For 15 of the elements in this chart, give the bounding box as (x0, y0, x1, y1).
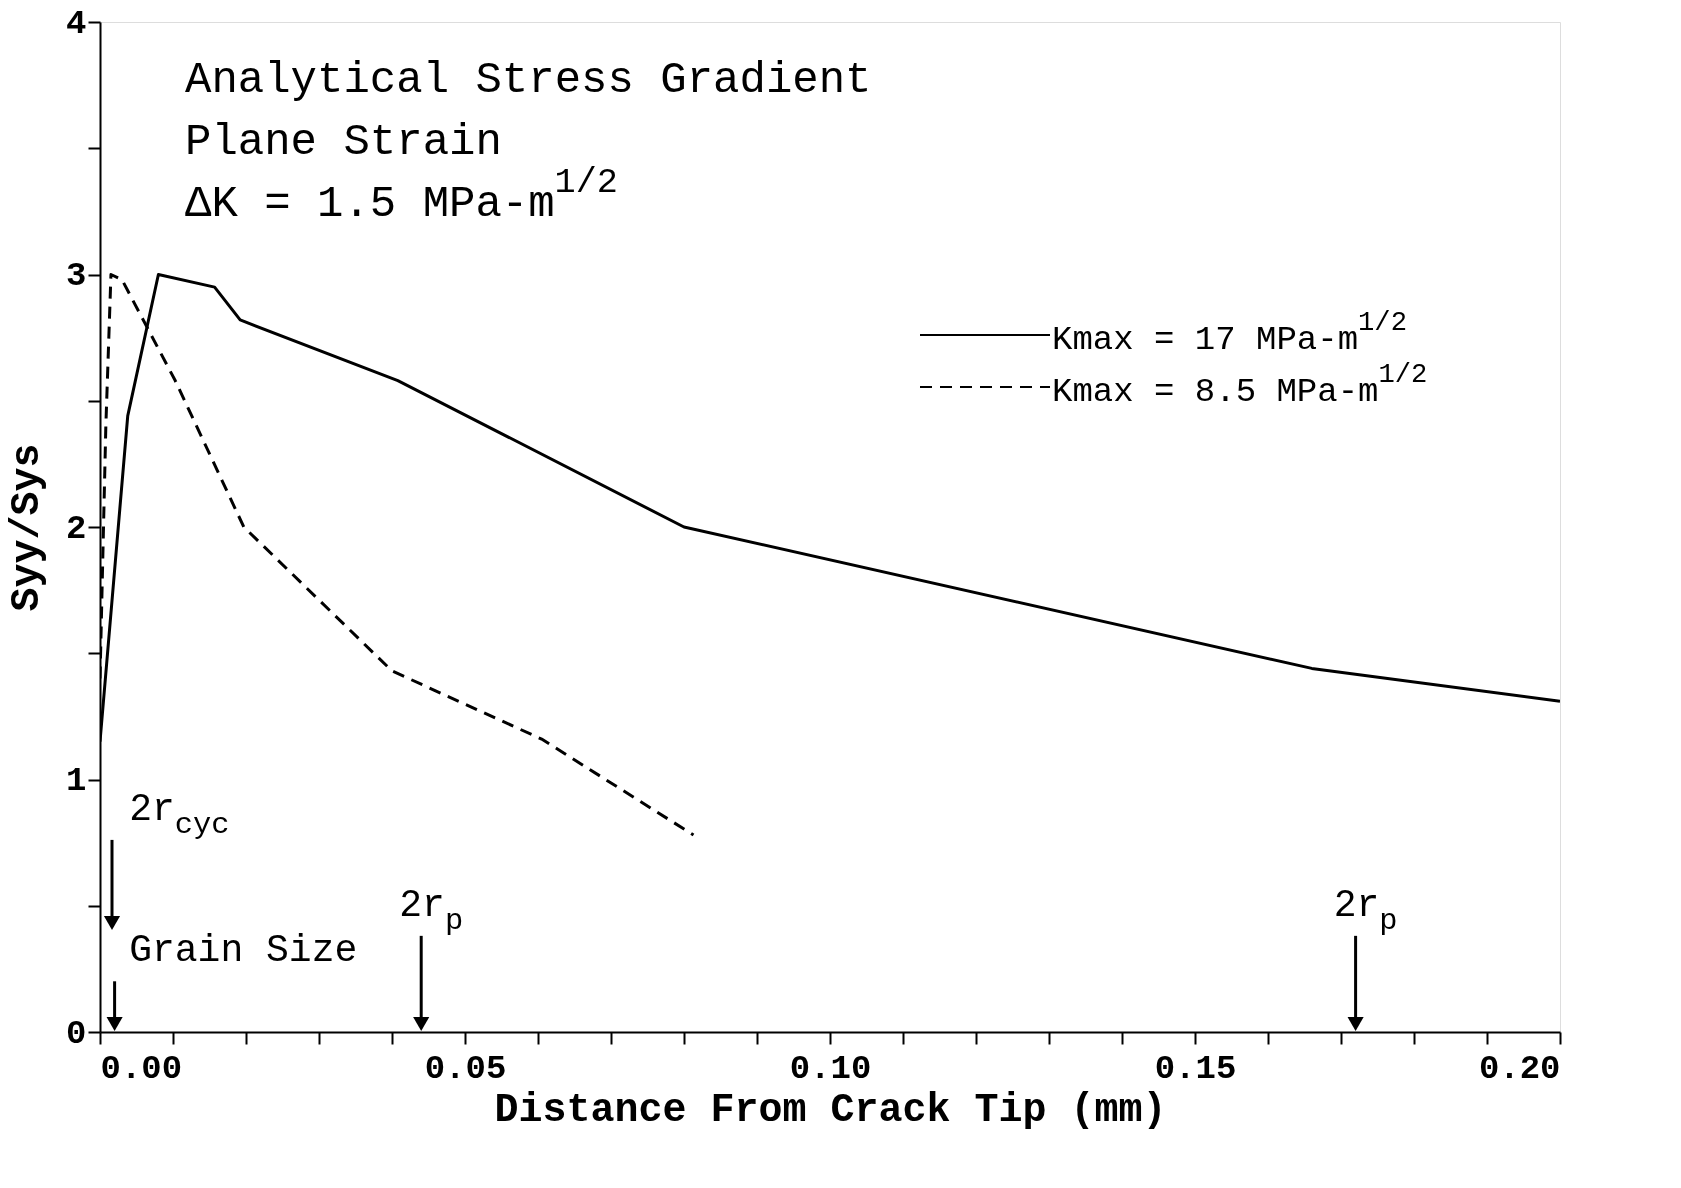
y-tick-label: 4 (66, 4, 87, 43)
annotation: Grain Size (129, 929, 358, 973)
y-tick-label: 2 (66, 509, 87, 548)
y-axis-title: Syy/Sys (5, 443, 51, 612)
x-tick-label: 0.00 (100, 1049, 183, 1088)
x-tick-label: 0.05 (424, 1049, 507, 1088)
x-tick-label: 0.15 (1154, 1049, 1237, 1088)
x-tick-label: 0.20 (1478, 1049, 1561, 1088)
annotation: Analytical Stress Gradient (185, 55, 872, 105)
y-tick-label: 1 (66, 762, 87, 800)
x-axis-title: Distance From Crack Tip (mm) (494, 1087, 1167, 1133)
annotation: Plane Strain (185, 117, 502, 167)
y-tick-label: 0 (66, 1014, 87, 1053)
x-tick-label: 0.10 (789, 1049, 872, 1088)
y-tick-label: 3 (66, 257, 87, 295)
